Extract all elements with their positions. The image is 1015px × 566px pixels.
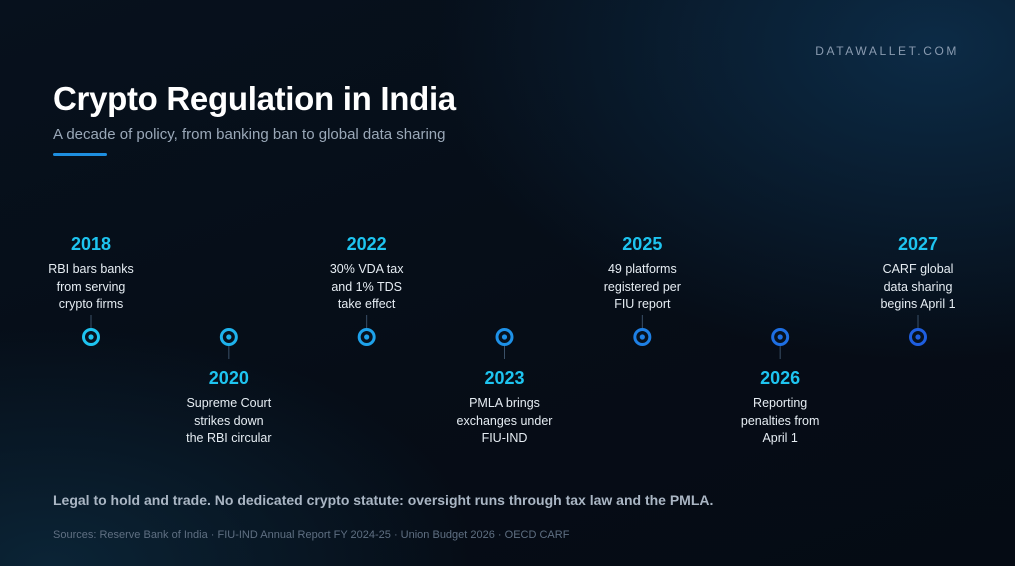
event-description-line: 30% VDA tax (329, 262, 404, 276)
event-year: 2027 (897, 234, 939, 254)
event-description-line: FIU-IND (481, 431, 528, 445)
event-marker-dot (777, 334, 783, 340)
summary-note: Legal to hold and trade. No dedicated cr… (53, 492, 714, 508)
page-subtitle: A decade of policy, from banking ban to … (53, 126, 446, 143)
timeline-event: 2023 PMLA brings exchanges under FIU-IND (430, 367, 580, 448)
event-description: Reporting penalties from April 1 (705, 395, 855, 448)
event-description-line: begins April 1 (880, 297, 956, 311)
event-description-line: CARF global (882, 262, 954, 276)
event-description-line: data sharing (883, 279, 953, 294)
event-marker-dot (226, 334, 232, 340)
title-accent-bar (53, 153, 107, 156)
event-description: PMLA brings exchanges under FIU-IND (430, 395, 580, 448)
event-description-line: exchanges under (456, 413, 553, 428)
timeline-event: 2022 30% VDA tax and 1% TDS take effect (292, 233, 442, 314)
event-description-line: RBI bars banks (48, 262, 134, 276)
event-description-line: crypto firms (58, 297, 124, 311)
event-year: 2022 (346, 234, 387, 254)
event-description: 49 platforms registered per FIU report (567, 261, 717, 314)
event-year: 2018 (70, 234, 112, 254)
event-description-line: take effect (337, 297, 396, 311)
timeline-event: 2025 49 platforms registered per FIU report (567, 233, 717, 314)
timeline-event: 2020 Supreme Court strikes down the RBI cir… (154, 367, 304, 448)
event-description: CARF global data sharing begins April 1 (843, 261, 993, 314)
event-description-line: penalties from (740, 413, 820, 428)
event-description-line: and 1% TDS (331, 279, 402, 294)
timeline-event: 2027 CARF global data sharing begins April … (843, 233, 993, 314)
sources-note: Sources: Reserve Bank of India · FIU-IND… (53, 529, 570, 541)
event-marker-dot (88, 334, 94, 340)
event-description-line: 49 platforms (607, 262, 677, 276)
event-year: 2023 (484, 368, 525, 388)
event-marker-dot (915, 334, 921, 340)
timeline-event: 2026 Reporting penalties from April 1 (705, 367, 855, 448)
event-description: RBI bars banks from serving crypto firms (16, 261, 166, 314)
event-marker-dot (501, 334, 508, 340)
event-description-line: registered per (603, 279, 681, 294)
event-description: 30% VDA tax and 1% TDS take effect (292, 261, 442, 314)
page-title: Crypto Regulation in India (53, 80, 456, 117)
event-description-line: April 1 (762, 431, 798, 445)
event-description-line: strikes down (194, 413, 264, 428)
event-description-line: the RBI circular (186, 431, 272, 445)
brand-label: DATAWALLET.COM (815, 44, 959, 58)
event-year: 2026 (760, 368, 801, 388)
event-year: 2020 (208, 368, 249, 388)
timeline-event: 2018 RBI bars banks from serving crypto fir… (16, 233, 166, 314)
event-description-line: FIU report (614, 297, 671, 311)
event-description-line: from serving (56, 279, 126, 294)
event-year: 2025 (622, 234, 663, 254)
event-description-line: PMLA brings (469, 396, 540, 410)
event-description-line: Supreme Court (186, 396, 272, 410)
event-marker-dot (639, 334, 645, 340)
event-description-line: Reporting (753, 396, 808, 410)
event-marker-dot (364, 334, 370, 340)
event-description: Supreme Court strikes down the RBI circula… (154, 395, 304, 448)
